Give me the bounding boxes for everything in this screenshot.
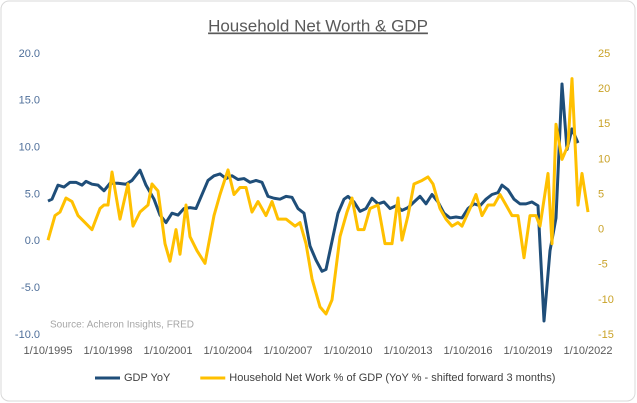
y2-tick-label: 10 bbox=[598, 153, 610, 165]
y-tick-label: -5.0 bbox=[21, 282, 40, 294]
legend-label: Household Net Work % of GDP (YoY % - shi… bbox=[229, 372, 555, 384]
x-tick-label: 1/10/1995 bbox=[24, 345, 73, 357]
x-tick-label: 1/10/2022 bbox=[564, 345, 613, 357]
y2-tick-label: -5 bbox=[598, 259, 608, 271]
y2-tick-label: 20 bbox=[598, 83, 610, 95]
y-tick-label: -10.0 bbox=[15, 329, 40, 341]
x-tick-label: 1/10/2004 bbox=[204, 345, 253, 357]
y2-tick-label: 15 bbox=[598, 118, 610, 130]
x-tick-label: 1/10/1998 bbox=[84, 345, 133, 357]
source-note: Source: Acheron Insights, FRED bbox=[50, 320, 194, 331]
y2-tick-label: 0 bbox=[598, 224, 604, 236]
x-tick-label: 1/10/2007 bbox=[264, 345, 313, 357]
x-tick-label: 1/10/2001 bbox=[144, 345, 193, 357]
y2-tick-label: -15 bbox=[598, 329, 614, 341]
y2-tick-label: 25 bbox=[598, 48, 610, 60]
x-tick-label: 1/10/2016 bbox=[444, 345, 493, 357]
chart-title: Household Net Worth & GDP bbox=[208, 16, 428, 35]
y-tick-label: 5.0 bbox=[25, 188, 40, 200]
x-tick-label: 1/10/2010 bbox=[324, 345, 373, 357]
y-tick-label: 10.0 bbox=[19, 142, 40, 154]
legend-label: GDP YoY bbox=[124, 372, 171, 384]
x-tick-label: 1/10/2013 bbox=[384, 345, 433, 357]
y2-tick-label: 5 bbox=[598, 188, 604, 200]
y-tick-label: 20.0 bbox=[19, 48, 40, 60]
x-tick-label: 1/10/2019 bbox=[504, 345, 553, 357]
y-tick-label: 0.0 bbox=[25, 235, 40, 247]
y2-tick-label: -10 bbox=[598, 294, 614, 306]
y-tick-label: 15.0 bbox=[19, 95, 40, 107]
series-line bbox=[47, 82, 580, 323]
series-line bbox=[46, 77, 590, 316]
